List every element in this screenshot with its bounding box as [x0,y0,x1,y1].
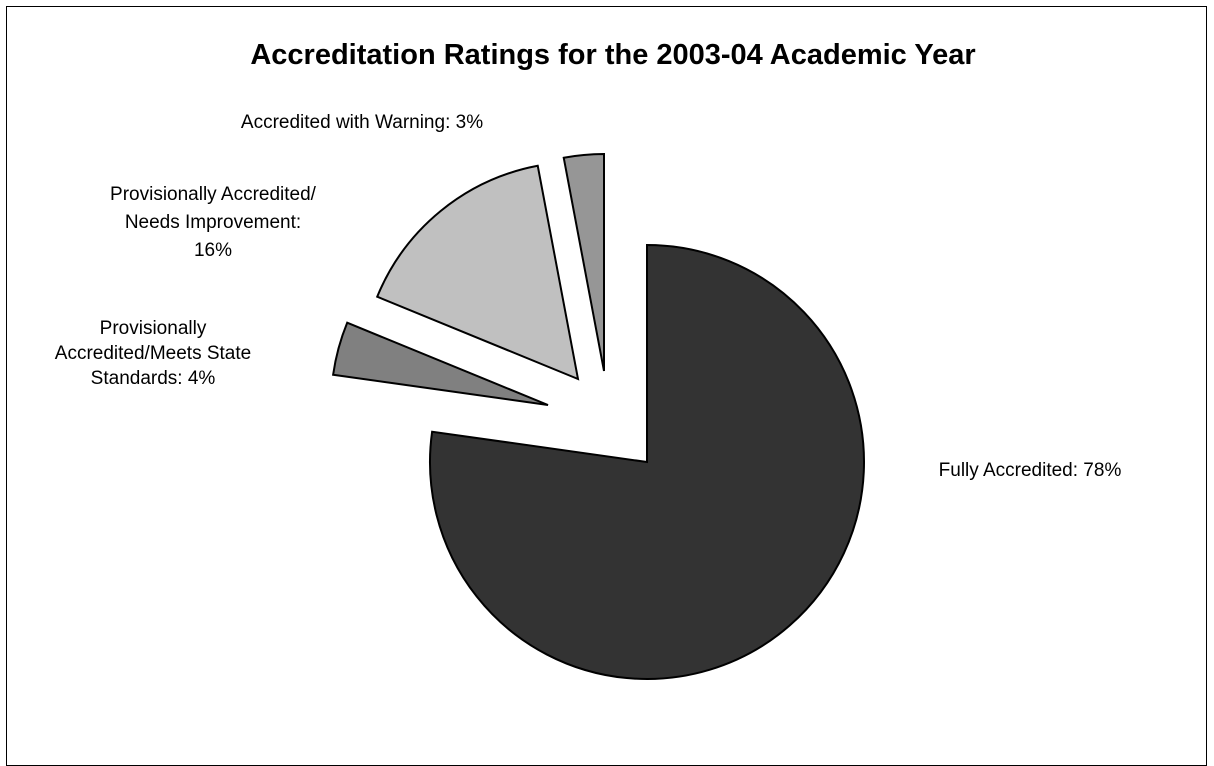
slice-label-2: Provisionally Accredited/Needs Improveme… [110,184,317,261]
slice-labels: Fully Accredited: 78% Provisionally Accred… [55,112,1122,481]
pie-slice-2 [375,164,580,381]
slice-label-0: Fully Accredited: 78% [939,460,1122,481]
pie-slice-3 [562,152,605,372]
chart-title: Accreditation Ratings for the 2003-04 Ac… [250,39,975,71]
slice-label-1: Provisionally Accredited/Meets State Stand… [55,318,251,389]
pie-slice-1 [331,321,549,406]
pie-slices [331,152,865,680]
slice-label-3: Accredited with Warning: 3% [241,112,483,133]
pie-chart: Accreditation Ratings for the 2003-04 Ac… [55,39,1122,680]
pie-slice-0 [429,243,865,680]
